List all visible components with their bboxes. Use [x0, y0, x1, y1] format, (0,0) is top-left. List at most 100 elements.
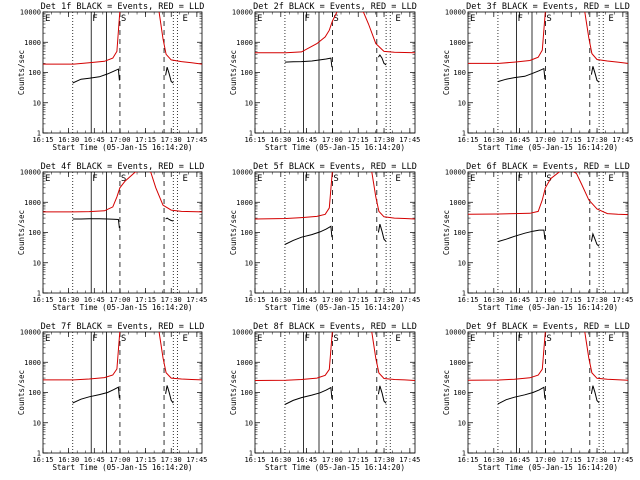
events-series-line — [497, 66, 600, 83]
x-tick-label: 17:30 — [373, 136, 394, 144]
panel-1: Det 1f BLACK = Events, RED = LLD 1 10 100 10… — [17, 2, 207, 152]
x-tick-label: 16:45 — [84, 136, 105, 144]
x-tick-label: 17:00 — [109, 296, 130, 304]
y-tick-label: 1 — [37, 130, 41, 138]
y-tick-label: 1000 — [449, 199, 466, 207]
phase-mark-f: F — [92, 174, 97, 184]
y-tick-label: 1 — [249, 130, 253, 138]
x-tick-label: 17:00 — [535, 296, 556, 304]
events-series-line — [284, 385, 387, 405]
x-tick-label: 17:30 — [161, 456, 182, 464]
panel-title: Det 5f BLACK = Events, RED = LLD — [253, 162, 417, 172]
y-tick-label: 1000 — [236, 39, 253, 47]
phase-mark-s: S — [121, 14, 126, 24]
y-axis-label: Counts/sec — [229, 50, 238, 95]
phase-mark-s: S — [121, 174, 126, 184]
panel-title: Det 3f BLACK = Events, RED = LLD — [466, 2, 630, 12]
y-axis-label: Counts/sec — [442, 210, 451, 255]
x-tick-label: 17:45 — [399, 136, 420, 144]
x-tick-label: 16:45 — [296, 296, 317, 304]
x-axis-label: Start Time (05-Jan-15 16:14:20) — [265, 143, 405, 152]
y-tick-label: 10000 — [445, 329, 466, 337]
phase-mark-e: E — [45, 174, 50, 184]
x-tick-label: 16:30 — [483, 136, 504, 144]
lld-series-line — [43, 172, 202, 213]
panel-title: Det 8f BLACK = Events, RED = LLD — [253, 322, 417, 332]
y-tick-label: 1 — [249, 450, 253, 458]
x-tick-label: 17:15 — [561, 296, 582, 304]
x-tick-label: 16:15 — [32, 136, 53, 144]
phase-mark-s: S — [546, 334, 551, 344]
x-tick-label: 16:15 — [32, 456, 53, 464]
y-tick-label: 100 — [28, 69, 41, 77]
phase-mark-f: F — [305, 174, 310, 184]
x-tick-label: 17:30 — [373, 296, 394, 304]
plot-frame — [42, 331, 203, 454]
phase-mark-e: E — [395, 334, 400, 344]
y-tick-label: 1000 — [24, 359, 41, 367]
y-tick-label: 10 — [33, 259, 41, 267]
x-tick-label: 16:30 — [270, 296, 291, 304]
phase-mark-e: E — [45, 334, 50, 344]
plot-frame — [42, 171, 203, 294]
x-tick-label: 17:45 — [612, 136, 633, 144]
x-axis-label: Start Time (05-Jan-15 16:14:20) — [265, 463, 405, 472]
panel-title: Det 7f BLACK = Events, RED = LLD — [41, 322, 205, 332]
y-tick-label: 100 — [240, 229, 253, 237]
x-tick-label: 17:00 — [535, 136, 556, 144]
x-tick-label: 17:45 — [186, 296, 207, 304]
y-tick-label: 1 — [37, 450, 41, 458]
x-axis-label: Start Time (05-Jan-15 16:14:20) — [478, 303, 618, 312]
y-tick-label: 1000 — [449, 39, 466, 47]
x-tick-label: 17:15 — [135, 456, 156, 464]
y-tick-label: 1 — [249, 290, 253, 298]
plot-frame — [254, 331, 416, 454]
x-tick-label: 16:45 — [296, 456, 317, 464]
phase-mark-e: E — [470, 174, 475, 184]
phase-mark-e: E — [608, 334, 613, 344]
panel-5: Det 5f BLACK = Events, RED = LLD 1 10 100 10… — [229, 162, 420, 312]
phase-mark-s: S — [333, 174, 338, 184]
y-tick-label: 1 — [462, 450, 466, 458]
y-tick-label: 10 — [245, 259, 253, 267]
phase-mark-e: E — [257, 174, 262, 184]
x-tick-label: 17:30 — [373, 456, 394, 464]
y-tick-label: 10 — [458, 99, 466, 107]
phase-mark-e: E — [182, 14, 187, 24]
y-tick-label: 10000 — [20, 169, 41, 177]
x-tick-label: 16:45 — [296, 136, 317, 144]
y-axis-label: Counts/sec — [17, 370, 26, 415]
y-tick-label: 10 — [33, 99, 41, 107]
x-tick-label: 16:15 — [457, 296, 478, 304]
x-tick-label: 16:30 — [58, 296, 79, 304]
phase-mark-f: F — [305, 14, 310, 24]
x-axis-label: Start Time (05-Jan-15 16:14:20) — [478, 463, 618, 472]
x-tick-label: 17:15 — [348, 296, 369, 304]
y-tick-label: 100 — [240, 69, 253, 77]
y-tick-label: 10000 — [232, 9, 253, 17]
y-tick-label: 100 — [28, 389, 41, 397]
panel-4: Det 4f BLACK = Events, RED = LLD 1 10 100 10… — [17, 162, 207, 312]
phase-mark-f: F — [518, 334, 523, 344]
y-tick-label: 10000 — [20, 329, 41, 337]
y-tick-label: 1000 — [24, 199, 41, 207]
x-tick-label: 17:15 — [348, 456, 369, 464]
phase-mark-s: S — [546, 174, 551, 184]
phase-mark-e: E — [45, 14, 50, 24]
x-tick-label: 16:45 — [509, 296, 530, 304]
lld-series-line — [255, 332, 415, 381]
x-tick-label: 17:15 — [135, 136, 156, 144]
plot-frame — [467, 171, 629, 294]
x-tick-label: 17:15 — [561, 136, 582, 144]
x-tick-label: 17:15 — [348, 136, 369, 144]
y-tick-label: 100 — [240, 389, 253, 397]
phase-mark-f: F — [305, 334, 310, 344]
y-tick-label: 100 — [28, 229, 41, 237]
y-tick-label: 10 — [458, 419, 466, 427]
phase-mark-s: S — [546, 14, 551, 24]
x-tick-label: 17:00 — [109, 456, 130, 464]
y-tick-label: 100 — [453, 69, 466, 77]
x-tick-label: 17:45 — [399, 456, 420, 464]
x-tick-label: 17:30 — [586, 136, 607, 144]
